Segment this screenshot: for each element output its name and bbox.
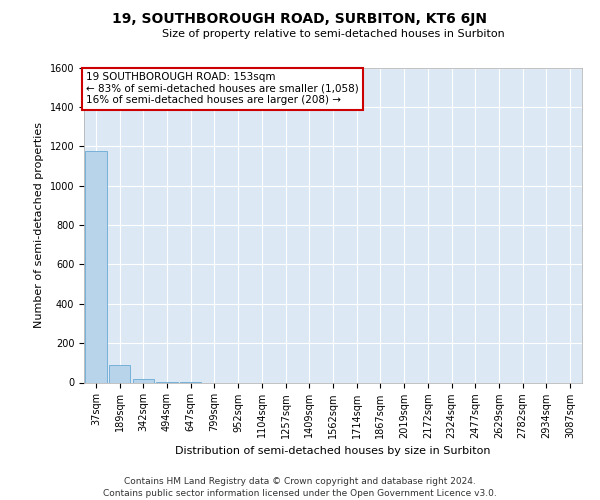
Title: Size of property relative to semi-detached houses in Surbiton: Size of property relative to semi-detach…: [161, 29, 505, 39]
Bar: [133, 379, 154, 382]
X-axis label: Distribution of semi-detached houses by size in Surbiton: Distribution of semi-detached houses by …: [175, 446, 491, 456]
Text: Contains public sector information licensed under the Open Government Licence v3: Contains public sector information licen…: [103, 489, 497, 498]
Y-axis label: Number of semi-detached properties: Number of semi-detached properties: [34, 122, 44, 328]
Bar: [109, 365, 130, 382]
Text: Contains HM Land Registry data © Crown copyright and database right 2024.: Contains HM Land Registry data © Crown c…: [124, 478, 476, 486]
Text: 19 SOUTHBOROUGH ROAD: 153sqm
← 83% of semi-detached houses are smaller (1,058)
1: 19 SOUTHBOROUGH ROAD: 153sqm ← 83% of se…: [86, 72, 359, 106]
Bar: [85, 151, 107, 382]
Text: 19, SOUTHBOROUGH ROAD, SURBITON, KT6 6JN: 19, SOUTHBOROUGH ROAD, SURBITON, KT6 6JN: [113, 12, 487, 26]
